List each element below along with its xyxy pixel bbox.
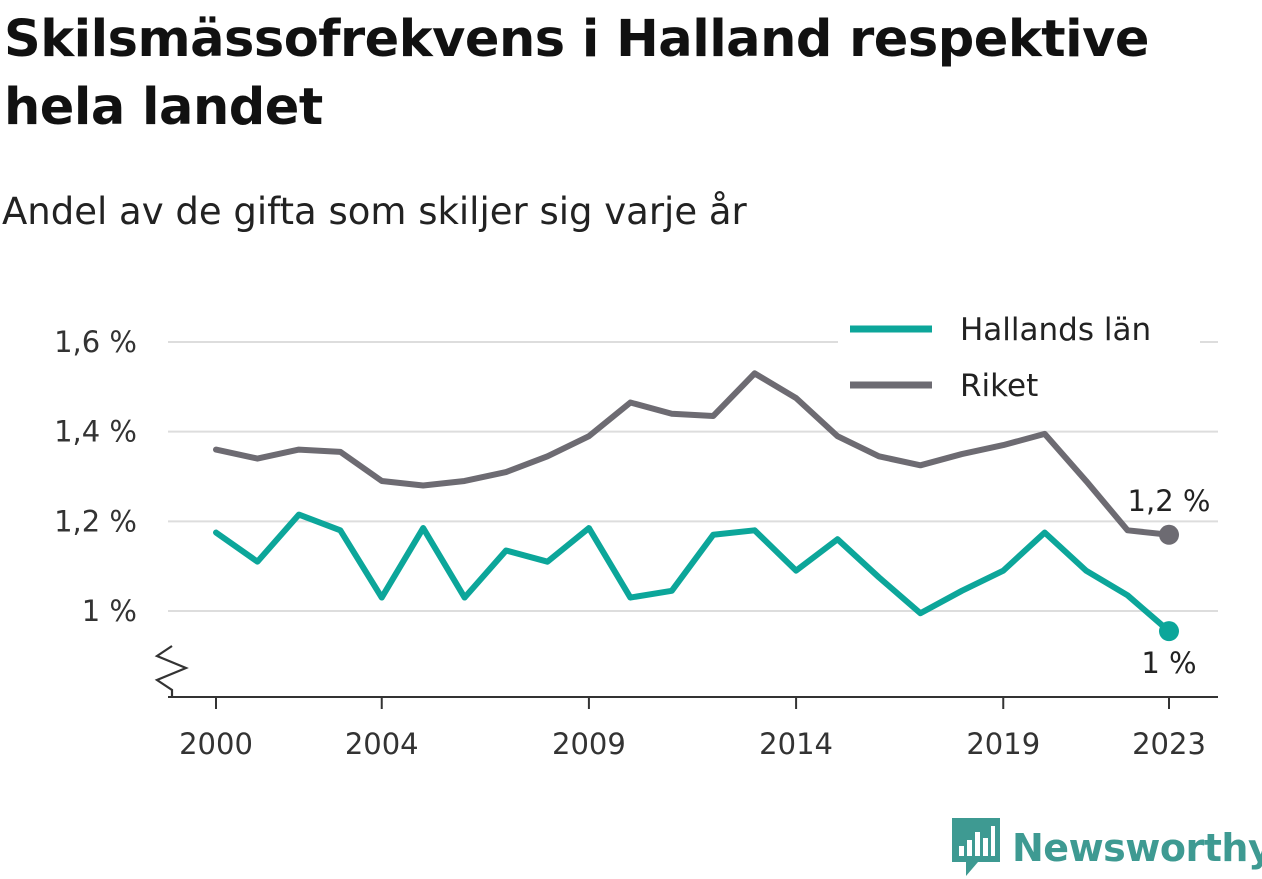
series-line-hallands-län: [213, 511, 1172, 635]
end-point-marker: [1159, 524, 1179, 545]
x-tick-label: 2009: [552, 727, 626, 761]
y-tick-label: 1,4 %: [54, 415, 137, 449]
x-tick-label: 2004: [345, 727, 419, 761]
chart-subtitle: Andel av de gifta som skiljer sig varje …: [2, 190, 747, 233]
chart-title: Skilsmässofrekvens i Halland respektive …: [4, 10, 1149, 137]
end-point-marker: [1159, 621, 1179, 642]
series-lines: 1 % 1,2 %: [213, 370, 1211, 680]
legend: Hallands län Riket: [838, 306, 1200, 416]
newsworthy-logo: Newsworthy: [952, 818, 1262, 878]
brand-name: Newsworthy: [1012, 826, 1262, 870]
x-axis: 2000 2004 2009 2014 2019 2023: [154, 645, 1218, 761]
end-label-hallands: 1 %: [1141, 646, 1196, 680]
x-tick-label: 2014: [759, 727, 833, 761]
y-tick-label: 1 %: [82, 594, 137, 628]
legend-background: [838, 306, 1200, 416]
axis-break-icon: [154, 645, 189, 697]
x-tick-label: 2023: [1132, 727, 1206, 761]
end-label-riket: 1,2 %: [1128, 484, 1211, 518]
y-axis-ticks: 1 % 1,2 % 1,4 % 1,6 %: [54, 325, 137, 628]
y-tick-label: 1,6 %: [54, 325, 137, 359]
newsworthy-logo-icon: [952, 818, 1000, 876]
x-tick-label: 2019: [966, 727, 1040, 761]
legend-label: Hallands län: [960, 312, 1151, 348]
series-line-riket: [213, 370, 1172, 538]
x-tick-label: 2000: [179, 727, 253, 761]
legend-label: Riket: [960, 368, 1038, 404]
y-tick-label: 1,2 %: [54, 504, 137, 538]
